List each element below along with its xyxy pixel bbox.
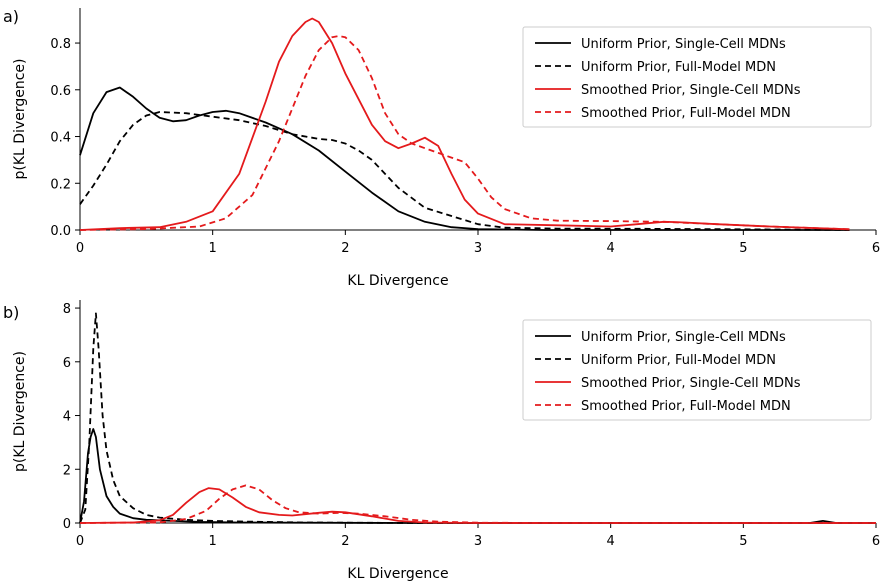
y-tick-label: 0.2 [50, 177, 71, 192]
y-tick-label: 0.4 [50, 131, 71, 146]
series-line-0 [79, 428, 876, 524]
x-tick-label: 4 [607, 534, 615, 549]
x-tick-label: 0 [76, 241, 84, 256]
legend-label: Smoothed Prior, Full-Model MDN [581, 399, 791, 414]
x-tick-label: 6 [872, 241, 880, 256]
y-tick-label: 8 [63, 302, 71, 317]
series-line-3 [79, 35, 850, 231]
x-tick-label: 1 [209, 241, 217, 256]
y-tick-label: 6 [63, 356, 71, 371]
x-tick-label: 5 [739, 241, 747, 256]
legend-label: Smoothed Prior, Single-Cell MDNs [581, 376, 801, 391]
legend-label: Smoothed Prior, Full-Model MDN [581, 106, 791, 121]
y-tick-label: 0.0 [50, 224, 71, 239]
series-line-1 [79, 312, 876, 524]
x-tick-label: 1 [209, 534, 217, 549]
x-tick-label: 2 [341, 241, 349, 256]
series-line-3 [79, 484, 876, 524]
legend: Uniform Prior, Single-Cell MDNs Uniform P… [522, 26, 872, 128]
x-tick-label: 5 [739, 534, 747, 549]
panel-b: b) 0 1 2 3 4 5 6 0 2 4 6 8 KL Divergence p(KL Divergen… [3, 300, 880, 582]
panel-a: a) 0 1 2 3 4 5 6 0.0 0.2 0.4 0.6 0.8 KL Divergence p(K… [3, 7, 880, 289]
legend-label: Uniform Prior, Single-Cell MDNs [581, 37, 786, 52]
legend: Uniform Prior, Single-Cell MDNs Uniform P… [522, 319, 872, 421]
legend-label: Smoothed Prior, Single-Cell MDNs [581, 83, 801, 98]
x-axis-label: KL Divergence [347, 273, 448, 289]
y-tick-label: 0.6 [50, 84, 71, 99]
legend-frame [522, 319, 872, 421]
y-tick-label: 0.8 [50, 37, 71, 52]
series-line-2 [79, 17, 850, 231]
legend-label: Uniform Prior, Single-Cell MDNs [581, 330, 786, 345]
y-axis-label: p(KL Divergence) [12, 58, 28, 179]
panel-tag: b) [3, 303, 19, 322]
x-axis-label: KL Divergence [347, 566, 448, 582]
x-tick-label: 0 [76, 534, 84, 549]
y-tick-label: 4 [63, 410, 71, 425]
series-line-0 [79, 86, 850, 231]
legend-frame [522, 26, 872, 128]
legend-label: Uniform Prior, Full-Model MDN [581, 60, 776, 75]
panel-tag: a) [3, 7, 19, 26]
y-axis-label: p(KL Divergence) [12, 351, 28, 472]
y-tick-label: 0 [63, 517, 71, 532]
x-tick-label: 3 [474, 241, 482, 256]
x-tick-label: 3 [474, 534, 482, 549]
legend-label: Uniform Prior, Full-Model MDN [581, 353, 776, 368]
x-tick-label: 6 [872, 534, 880, 549]
x-tick-label: 2 [341, 534, 349, 549]
y-tick-label: 2 [63, 463, 71, 478]
series-line-1 [79, 111, 850, 231]
series-line-2 [79, 487, 876, 524]
x-tick-label: 4 [607, 241, 615, 256]
